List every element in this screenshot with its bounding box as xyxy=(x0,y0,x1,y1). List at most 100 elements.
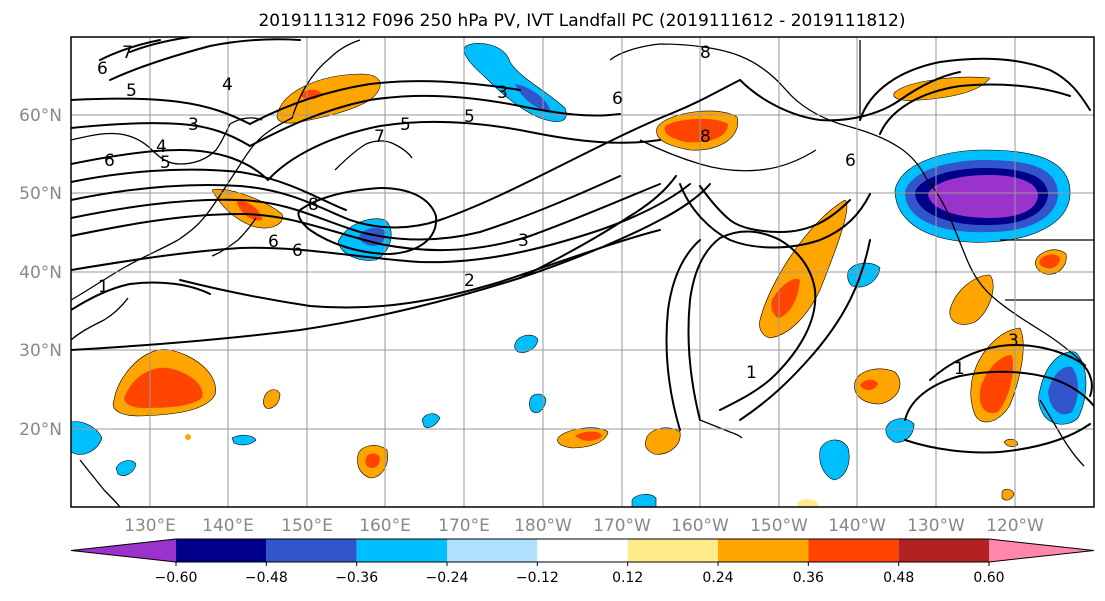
pv-contour xyxy=(687,230,817,421)
coastline xyxy=(639,139,817,172)
positive-anomaly-region xyxy=(798,499,818,507)
contour-label: 6 xyxy=(292,241,303,261)
negative-anomaly-region xyxy=(464,43,567,122)
contour-label: 7 xyxy=(374,127,385,147)
pv-contours xyxy=(71,37,1094,454)
contour-label: 3 xyxy=(518,231,529,251)
contour-label: 5 xyxy=(160,153,171,173)
negative-anomaly-region xyxy=(529,393,547,413)
pv-contour xyxy=(267,120,661,181)
positive-anomaly-region xyxy=(860,379,878,391)
colorbar-tick-label: −0.60 xyxy=(155,570,198,586)
coastline xyxy=(79,459,121,507)
pv-contour xyxy=(929,343,1093,397)
negative-anomaly-region xyxy=(71,421,103,455)
longitude-label: 150°W xyxy=(750,516,808,536)
colorbar-tick-label: 0.12 xyxy=(612,570,643,586)
pv-contour xyxy=(71,281,211,311)
negative-anomaly-region xyxy=(231,434,257,446)
pv-contour xyxy=(519,175,677,279)
pv-contour xyxy=(71,175,621,241)
contour-label: 1 xyxy=(98,277,109,297)
colorbar-segment xyxy=(808,539,899,562)
contour-label: 6 xyxy=(845,151,856,171)
colorbar-segment xyxy=(627,539,718,562)
contour-label: 6 xyxy=(104,151,115,171)
latitude-label: 20°N xyxy=(19,420,62,440)
pv-contour xyxy=(665,239,701,431)
contour-label: 6 xyxy=(97,59,108,79)
contour-label: 5 xyxy=(464,107,475,127)
negative-anomaly-region xyxy=(885,418,915,443)
contour-label: 5 xyxy=(400,115,411,135)
colorbar-segment xyxy=(266,539,357,562)
positive-anomaly-region xyxy=(1039,254,1060,269)
colorbar-segment xyxy=(356,539,447,562)
negative-anomaly-region xyxy=(115,460,137,476)
contour-label: 8 xyxy=(308,195,319,215)
coastline xyxy=(71,297,129,341)
pv-contour xyxy=(109,38,301,81)
positive-anomaly-region xyxy=(263,389,281,409)
colorbar-segment xyxy=(898,539,989,562)
negative-anomaly-region xyxy=(421,413,441,428)
pv-contour xyxy=(249,94,621,147)
longitude-label: 170°E xyxy=(438,516,490,536)
positive-anomaly-region xyxy=(771,278,800,318)
colorbar-tick-label: −0.36 xyxy=(335,570,378,586)
positive-anomaly-region xyxy=(1001,488,1015,501)
contour-label: 3 xyxy=(188,115,199,135)
negative-anomaly-region xyxy=(1048,366,1078,415)
coastline xyxy=(609,43,927,179)
longitude-label: 160°E xyxy=(359,516,411,536)
latitude-labels: 60°N 50°N 40°N 30°N 20°N xyxy=(19,106,62,440)
pv-contour xyxy=(71,183,711,351)
pv-contour xyxy=(129,37,191,53)
positive-anomaly-region xyxy=(575,431,602,441)
latitude-label: 50°N xyxy=(19,184,62,204)
negative-anomaly-region xyxy=(928,175,1038,218)
longitude-label: 130°W xyxy=(907,516,965,536)
contour-label: 2 xyxy=(464,271,475,291)
contour-label: 5 xyxy=(126,81,137,101)
shading-layer xyxy=(71,43,1087,507)
contour-label: 6 xyxy=(612,89,623,109)
colorbar-segment xyxy=(447,539,538,562)
pv-contour xyxy=(679,183,871,249)
colorbar-tick-label: 0.24 xyxy=(702,570,733,586)
positive-anomaly-region xyxy=(979,355,1014,414)
longitude-label: 140°W xyxy=(828,516,886,536)
positive-anomaly-region xyxy=(854,368,901,405)
pv-contour xyxy=(739,239,871,421)
pv-contour xyxy=(904,370,1094,421)
pv-contour xyxy=(99,39,161,61)
negative-anomaly-region xyxy=(847,262,881,288)
pv-contour xyxy=(879,83,1071,135)
pv-contour xyxy=(71,183,661,252)
pv-contour xyxy=(179,229,661,309)
pv-contour xyxy=(739,71,961,122)
pv-contour xyxy=(859,57,1091,121)
negative-anomaly-region xyxy=(631,494,657,507)
pv-contour xyxy=(71,165,561,229)
contour-label: 1 xyxy=(746,363,757,383)
negative-anomaly-region xyxy=(515,84,550,111)
positive-anomaly-region xyxy=(759,199,848,339)
pv-contour xyxy=(71,97,251,125)
latitude-label: 30°N xyxy=(19,341,62,361)
coastline xyxy=(334,140,413,171)
colorbar-tick-label: −0.48 xyxy=(245,570,288,586)
coastline xyxy=(699,419,743,439)
pv-contour xyxy=(297,186,438,256)
longitude-label: 130°E xyxy=(124,516,176,536)
pv-contour xyxy=(71,148,269,181)
colorbar: −0.60 −0.48 −0.36 −0.24 −0.12 0.12 0.24 0.36 0.4… xyxy=(70,538,1095,586)
latitude-label: 60°N xyxy=(19,106,62,126)
negative-anomaly-region xyxy=(819,439,850,481)
positive-anomaly-region xyxy=(949,274,994,325)
colorbar-tick-label: −0.24 xyxy=(426,570,469,586)
pv-contour xyxy=(559,79,741,167)
colorbar-segment xyxy=(989,539,1094,562)
longitude-label: 160°W xyxy=(671,516,729,536)
pv-contour xyxy=(904,423,1091,454)
